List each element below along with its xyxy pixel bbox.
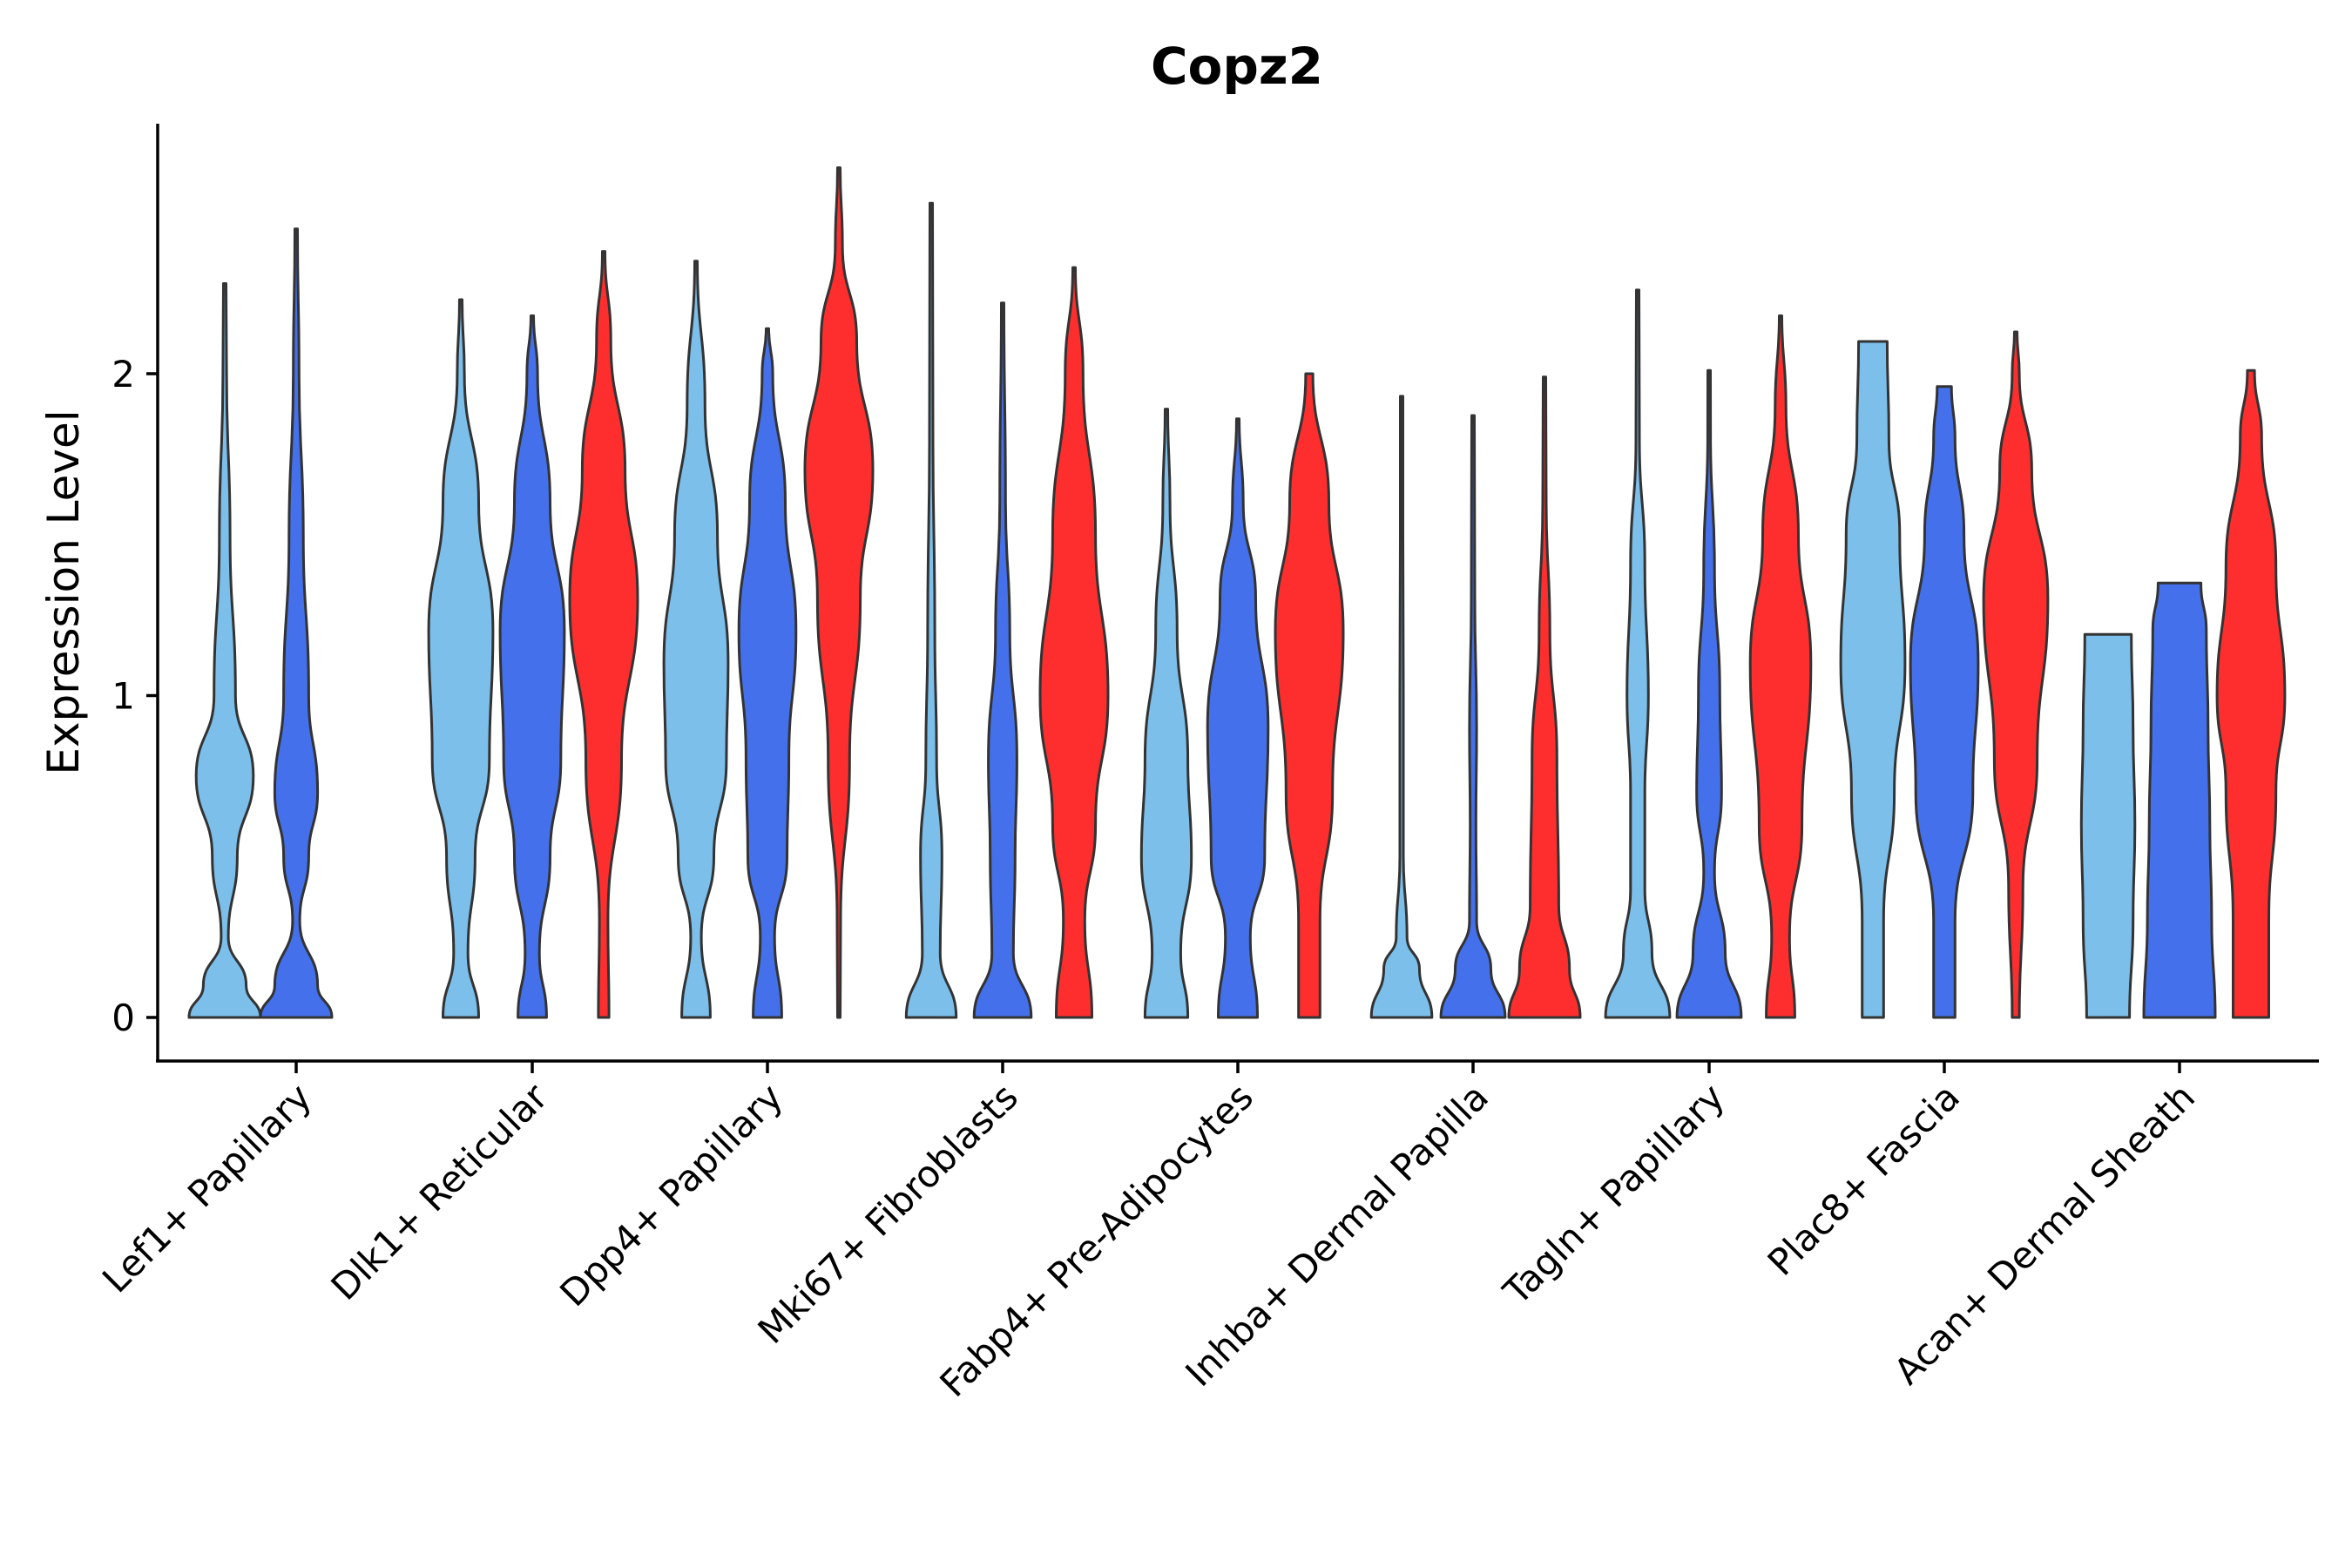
violin-3-group-3 (803, 166, 875, 1019)
violin-group (187, 166, 2287, 1019)
violin-1-group-1 (187, 282, 262, 1019)
violin-5-group-2 (1206, 417, 1270, 1019)
violin-2-group-1 (427, 298, 495, 1019)
violin-6-group-3 (1507, 375, 1582, 1019)
violin-3-group-1 (662, 260, 730, 1019)
x-tick-label-3: Dpp4+ Papillary (551, 1075, 791, 1315)
x-tick-label-4: Mki67+ Fibroblasts (750, 1075, 1026, 1351)
y-axis-label: Expression Level (38, 409, 89, 774)
violin-6-group-1 (1369, 395, 1434, 1019)
violin-4-group-2 (972, 301, 1033, 1019)
violin-4-group-1 (904, 201, 958, 1019)
violin-9-group-2 (2142, 581, 2217, 1019)
violin-5-group-3 (1274, 372, 1345, 1019)
violin-2-group-3 (568, 250, 639, 1019)
x-tick-label-7: Tagln+ Papillary (1495, 1075, 1733, 1313)
violin-1-group-2 (259, 227, 334, 1019)
violin-5-group-1 (1139, 408, 1193, 1019)
x-tick-label-2: Dlk1+ Reticular (323, 1075, 557, 1308)
violin-7-group-3 (1748, 314, 1813, 1019)
chart-title: Copz2 (1151, 37, 1323, 96)
y-tick-label-2: 2 (112, 353, 135, 395)
y-tick-label-1: 1 (112, 675, 135, 718)
violin-8-group-2 (1909, 385, 1980, 1019)
violin-7-group-1 (1604, 288, 1672, 1019)
x-tick-label-1: Lef1+ Papillary (94, 1075, 320, 1301)
y-ticks: 0 1 2 (112, 353, 158, 1039)
violin-3-group-2 (737, 327, 798, 1019)
x-tick-label-8: Plac8+ Fascia (1760, 1075, 1968, 1283)
y-tick-label-0: 0 (112, 997, 135, 1039)
violin-9-group-3 (2215, 368, 2287, 1019)
violin-8-group-1 (1839, 340, 1907, 1019)
violin-9-group-1 (2079, 632, 2137, 1019)
violin-4-group-3 (1038, 266, 1110, 1019)
violin-8-group-3 (1982, 330, 2050, 1019)
violin-7-group-2 (1675, 368, 1743, 1019)
violin-2-group-2 (498, 314, 566, 1019)
violin-6-group-2 (1439, 414, 1507, 1019)
